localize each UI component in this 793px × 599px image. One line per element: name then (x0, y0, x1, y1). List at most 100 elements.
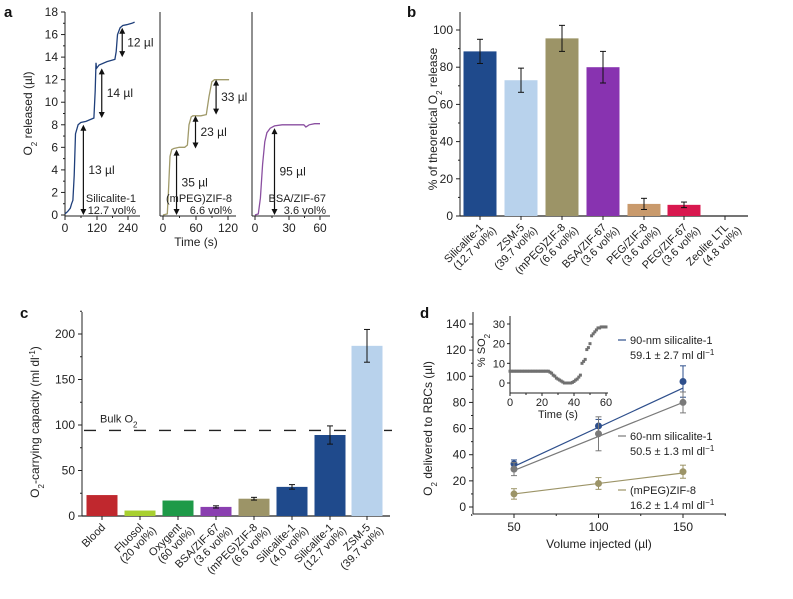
inset-data-point (580, 361, 584, 365)
y-axis-label: O2 released (µl) (21, 71, 39, 155)
step-arrow-head-down (213, 108, 220, 115)
inset-data-point (529, 369, 533, 373)
step-annotation: 12 µl (127, 35, 153, 49)
inset-data-point (604, 325, 608, 329)
bar-3 (586, 67, 620, 216)
y-tick-label: 40 (440, 135, 454, 149)
inset-data-point (569, 381, 573, 385)
y-tick-label: 0 (51, 208, 58, 222)
inset-data-point (550, 371, 554, 375)
inset-data-point (513, 369, 517, 373)
subplot-3: 0 30 60 95 µl BSA/ZIF-673.6 vol% (251, 12, 330, 235)
y-tick-label: 6 (51, 140, 58, 154)
inset-data-point (553, 374, 557, 378)
inset-data-point (535, 369, 539, 373)
step-annotation: 14 µl (107, 86, 133, 100)
x-axis-label: Volume injected (µl) (546, 537, 652, 551)
inset-x-axis-label: Time (s) (538, 409, 578, 421)
inset-data-point (534, 369, 538, 373)
y-tick-label: 100 (433, 23, 453, 37)
y-tick-label: 0 (459, 500, 466, 514)
y-axis-label: O2 delivered to RBCs (µl) (421, 361, 439, 496)
inset-data-point (519, 369, 523, 373)
step-arrow-head-up (192, 115, 199, 122)
x-tick-label: 240 (118, 221, 138, 235)
inset-data-point (511, 369, 515, 373)
legend-rate: 16.2 ± 1.4 ml dl−1 (630, 498, 715, 513)
bulk-o2-label: Bulk O2 (100, 413, 138, 429)
y-tick-label: 80 (440, 60, 454, 74)
subplot-caption-vol: 6.6 vol% (190, 205, 232, 217)
inset-data-point (516, 369, 520, 373)
inset-data-point (558, 378, 562, 382)
inset-data-point (508, 369, 512, 373)
inset-data-point (593, 330, 597, 334)
y-tick-label: 20 (453, 474, 467, 488)
x-tick-label: 60 (189, 221, 203, 235)
x-tick-label: 150 (673, 520, 693, 534)
inset-data-point (542, 369, 546, 373)
data-point (595, 430, 602, 438)
x-tick-label: 60 (313, 221, 327, 235)
y-tick-label: 0 (446, 209, 453, 223)
inset-data-point (514, 369, 518, 373)
data-point (510, 465, 518, 473)
inset-data-point (567, 381, 571, 385)
legend-rate: 59.1 ± 2.7 ml dl−1 (630, 348, 715, 363)
step-arrow-head-down (192, 142, 199, 149)
series-line-BSA/ZIF-67 (254, 123, 320, 216)
step-annotation: 33 µl (221, 90, 247, 104)
bar-3 (200, 506, 232, 516)
y-tick-label: 60 (453, 422, 467, 436)
inset-data-point (524, 369, 528, 373)
inset-data-point (556, 377, 560, 381)
inset-data-point (521, 369, 525, 373)
data-point (595, 479, 602, 487)
inset-data-point (594, 328, 598, 332)
data-point (679, 378, 687, 386)
step-arrow-head-up (119, 27, 126, 34)
y-tick-label: 80 (453, 395, 467, 409)
y-tick-label: 100 (55, 418, 75, 432)
step-arrow-head-down (119, 51, 126, 58)
subplot-caption-name: Silicalite-1 (86, 193, 136, 205)
bar-1 (504, 80, 538, 216)
x-tick-label: 0 (252, 221, 259, 235)
bar-7 (351, 345, 383, 516)
series-line-(mPEG)ZIF-8 (162, 79, 230, 216)
panel-label: c (20, 305, 28, 322)
y-tick-label: 16 (45, 28, 59, 42)
y-tick-label: 200 (55, 327, 75, 341)
inset-data-point (540, 369, 544, 373)
x-tick-label: Blood (80, 522, 108, 550)
x-tick-label: 100 (588, 520, 608, 534)
inset-data-point (599, 325, 603, 329)
inset-data-point (545, 369, 549, 373)
legend-name: 60-nm silicalite-1 (630, 431, 713, 443)
bar-5 (276, 486, 308, 516)
step-annotation: 13 µl (88, 163, 114, 177)
inset-data-point (526, 369, 530, 373)
inset-y-tick-label: 20 (493, 339, 505, 351)
inset-x-tick-label: 0 (507, 397, 513, 409)
y-tick-label: 10 (45, 95, 59, 109)
inset-data-point (601, 325, 605, 329)
y-tick-label: 120 (446, 343, 466, 357)
inset-data-point (546, 369, 550, 373)
panel-label: a (4, 4, 13, 21)
inset-y-tick-label: 30 (493, 319, 505, 331)
y-tick-label: 18 (45, 5, 59, 19)
panel-c: c 0 50 100 150 200 O2-carrying capacity (ml dl… (20, 305, 392, 577)
x-tick-label: 0 (62, 221, 69, 235)
x-tick-label: 50 (507, 520, 521, 534)
inset-data-point (578, 373, 582, 377)
panel-label: d (420, 305, 429, 322)
y-tick-label: 40 (453, 448, 467, 462)
subplot-caption-name: (mPEG)ZIF-8 (166, 193, 232, 205)
step-annotation: 35 µl (182, 175, 208, 189)
bar-4 (238, 498, 270, 516)
inset-data-point (572, 379, 576, 383)
y-tick-label: 4 (51, 163, 58, 177)
